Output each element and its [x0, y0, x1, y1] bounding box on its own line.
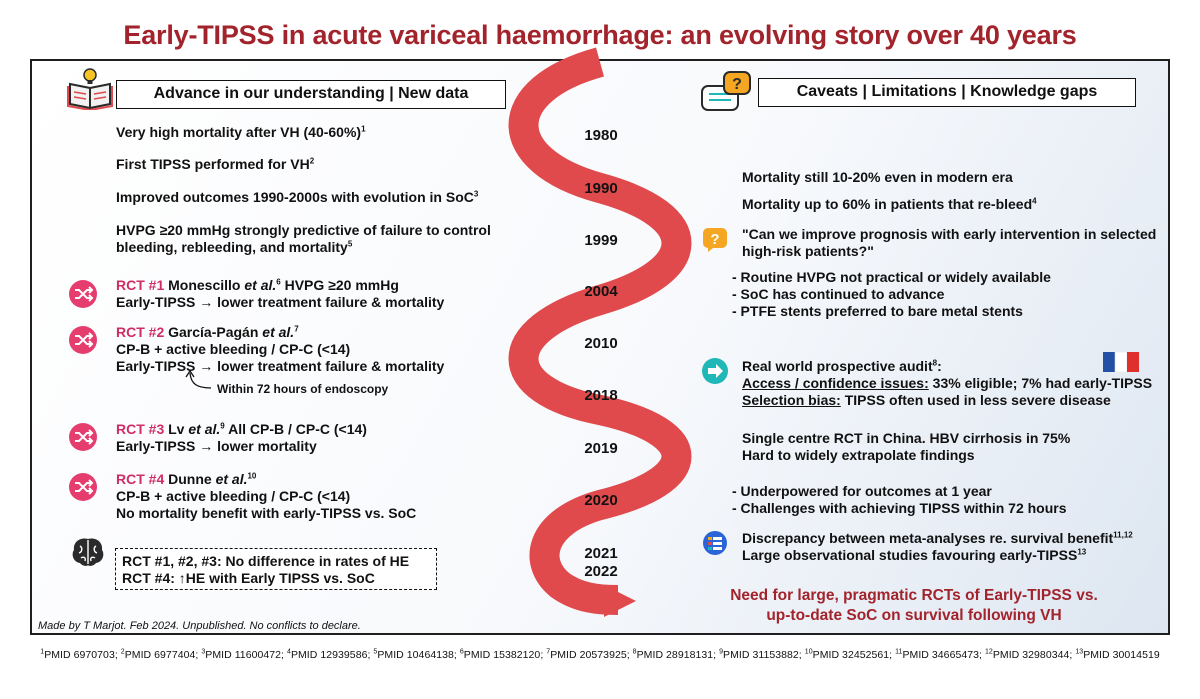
shuffle-icon: [69, 423, 97, 451]
rct3-block: RCT #3 Lv et al.9 All CP-B / CP-C (<14) …: [116, 421, 367, 454]
china-rct-text: Single centre RCT in China. HBV cirrhosi…: [742, 430, 1071, 463]
first-tipss-text: First TIPSS performed for VH2: [116, 156, 315, 172]
bullets-list-2: - Underpowered for outcomes at 1 year - …: [732, 483, 1067, 517]
france-flag-icon: [1103, 352, 1139, 372]
question-text: "Can we improve prognosis with early int…: [742, 226, 1157, 259]
page-title: Early-TIPSS in acute variceal haemorrhag…: [123, 20, 1077, 50]
year-label: 2004: [584, 283, 618, 300]
shuffle-icon: [69, 326, 97, 354]
mortality-rebleed-text: Mortality up to 60% in patients that re-…: [742, 196, 1037, 212]
rct2-note: Within 72 hours of endoscopy: [217, 382, 389, 396]
meta-analysis-text: Discrepancy between meta-analyses re. su…: [742, 530, 1133, 563]
mortality-text: Very high mortality after VH (40-60%)1: [116, 124, 366, 140]
bullets-list-1: - Routine HVPG not practical or widely a…: [732, 269, 1051, 320]
he-text: RCT #1, #2, #3: No difference in rates o…: [122, 553, 410, 586]
reference-item: 7PMID 20573925;: [546, 648, 633, 661]
reference-item: 1PMID 6970703;: [40, 648, 121, 661]
speech-bubble-question-icon: ?: [701, 71, 751, 111]
reference-item: 10PMID 32452561;: [804, 648, 896, 661]
list-item: - Underpowered for outcomes at 1 year: [732, 483, 992, 499]
he-box: [115, 548, 437, 590]
year-label: 2022: [584, 563, 618, 580]
author-note: Made by T Marjot. Feb 2024. Unpublished.…: [38, 620, 361, 632]
year-label: 1990: [584, 180, 618, 197]
improved-outcomes-text: Improved outcomes 1990-2000s with evolut…: [116, 189, 479, 205]
year-label: 2010: [584, 335, 618, 352]
year-label: 2020: [584, 492, 618, 509]
shuffle-icon: [69, 473, 97, 501]
year-label: 1980: [584, 127, 618, 144]
audit-block: Real world prospective audit8: Access / …: [742, 358, 1153, 408]
curved-arrow-icon: [185, 370, 212, 389]
reference-item: 12PMID 32980344;: [984, 648, 1076, 661]
reference-item: 2PMID 6977404;: [120, 648, 202, 661]
svg-text:?: ?: [732, 76, 742, 93]
arrow-right-icon: [702, 358, 728, 384]
left-header: Advance in our understanding | New data: [116, 80, 506, 109]
list-item: - SoC has continued to advance: [732, 286, 945, 302]
reference-item: 6PMID 15382120;: [459, 648, 547, 661]
mortality-modern-text: Mortality still 10-20% even in modern er…: [742, 169, 1013, 185]
reference-item: 5PMID 10464138;: [373, 648, 460, 661]
reference-item: 13PMID 30014519: [1075, 648, 1160, 661]
brain-icon: [72, 538, 104, 566]
reference-item: 9PMID 31153882;: [719, 648, 805, 661]
question-icon: ?: [703, 228, 727, 252]
rct4-block: RCT #4 Dunne et al.10 CP-B + active blee…: [116, 471, 417, 521]
right-header: Caveats | Limitations | Knowledge gaps: [758, 78, 1136, 107]
year-label: 1999: [584, 232, 618, 249]
year-label: 2019: [584, 440, 618, 457]
list-item: - Routine HVPG not practical or widely a…: [732, 269, 1051, 285]
hvpg-text: HVPG ≥20 mmHg strongly predictive of fai…: [116, 222, 491, 255]
list-item: - Challenges with achieving TIPSS within…: [732, 500, 1067, 516]
meta-analysis-icon: [703, 531, 727, 555]
svg-text:?: ?: [710, 231, 719, 248]
rct2-block: RCT #2 García-Pagán et al.7 CP-B + activ…: [116, 324, 445, 374]
year-label: 2018: [584, 387, 618, 404]
shuffle-icon: [69, 280, 97, 308]
year-label: 2021: [584, 545, 618, 562]
list-item: - PTFE stents preferred to bare metal st…: [732, 303, 1023, 319]
reference-item: 3PMID 11600472;: [201, 648, 287, 661]
reference-item: 4PMID 12939586;: [286, 648, 374, 661]
rct1-block: RCT #1 Monescillo et al.6 HVPG ≥20 mmHg …: [116, 277, 445, 310]
conclusion-text: Need for large, pragmatic RCTs of Early-…: [730, 587, 1098, 624]
footer-references: 1PMID 6970703; 2PMID 6977404; 3PMID 1160…: [0, 648, 1200, 661]
main-panel: [30, 59, 1170, 635]
reference-item: 11PMID 34665473;: [895, 648, 985, 661]
book-lightbulb-icon: [67, 68, 113, 110]
reference-item: 8PMID 28918131;: [632, 648, 720, 661]
